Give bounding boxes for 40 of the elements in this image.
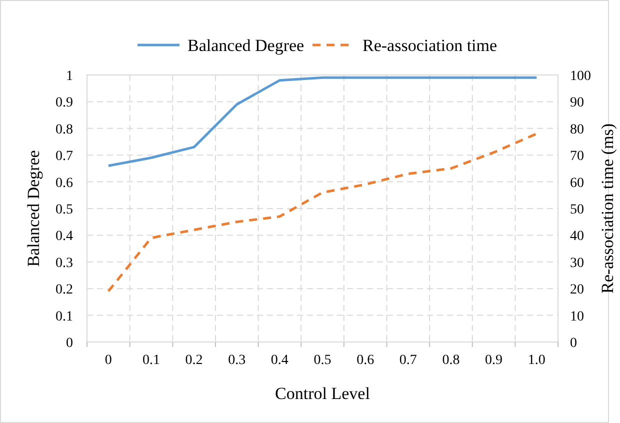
y-tick-label: 0.1	[56, 309, 73, 324]
y-tick-label: 0.2	[56, 282, 73, 298]
x-tick-label: 0.1	[142, 353, 160, 368]
y-tick-label: 0	[66, 336, 73, 351]
y-tick-label: 0.7	[56, 149, 73, 164]
y2-tick-label: 10	[570, 309, 584, 324]
y2-tick-label: 30	[570, 256, 584, 271]
x-axis-title: Control Level	[275, 384, 370, 403]
y2-tick-label: 80	[570, 122, 584, 138]
y2-tick-label: 90	[570, 96, 584, 111]
y2-tick-label: 60	[570, 176, 584, 191]
y2-tick-label: 0	[570, 336, 577, 351]
y2-tick-label: 20	[570, 282, 584, 298]
y-tick-label: 0.3	[56, 256, 73, 271]
legend-label: Balanced Degree	[188, 36, 304, 55]
y-tick-label: 0.8	[56, 122, 73, 138]
y2-tick-label: 70	[570, 149, 584, 164]
legend-label: Re-association time	[362, 36, 498, 55]
y2-axis-title: Re-association time (ms)	[598, 124, 617, 294]
y2-tick-label: 40	[570, 229, 584, 244]
y-tick-label: 0.5	[56, 202, 73, 218]
y-axis-title: Balanced Degree	[24, 150, 43, 267]
x-tick-label: 0.8	[442, 353, 460, 368]
line-series	[107, 76, 538, 168]
x-tick-label: 0.4	[270, 353, 288, 368]
x-tick-label: 0	[104, 353, 112, 368]
line-series	[107, 132, 538, 293]
x-tick-label: 1.0	[528, 353, 546, 368]
x-tick-label: 0.2	[185, 353, 203, 368]
y-tick-label: 0.9	[56, 96, 73, 111]
x-tick-label: 0.5	[314, 353, 332, 368]
y-tick-label: 1	[66, 69, 73, 84]
y-tick-label: 0.6	[56, 176, 73, 191]
x-tick-label: 0.9	[485, 353, 503, 368]
y-tick-label: 0.4	[56, 229, 73, 244]
x-tick-label: 0.6	[356, 353, 374, 368]
y2-tick-label: 50	[570, 202, 584, 218]
x-tick-label: 0.3	[228, 353, 246, 368]
x-tick-label: 0.7	[399, 353, 417, 368]
y2-tick-label: 100	[570, 69, 591, 84]
